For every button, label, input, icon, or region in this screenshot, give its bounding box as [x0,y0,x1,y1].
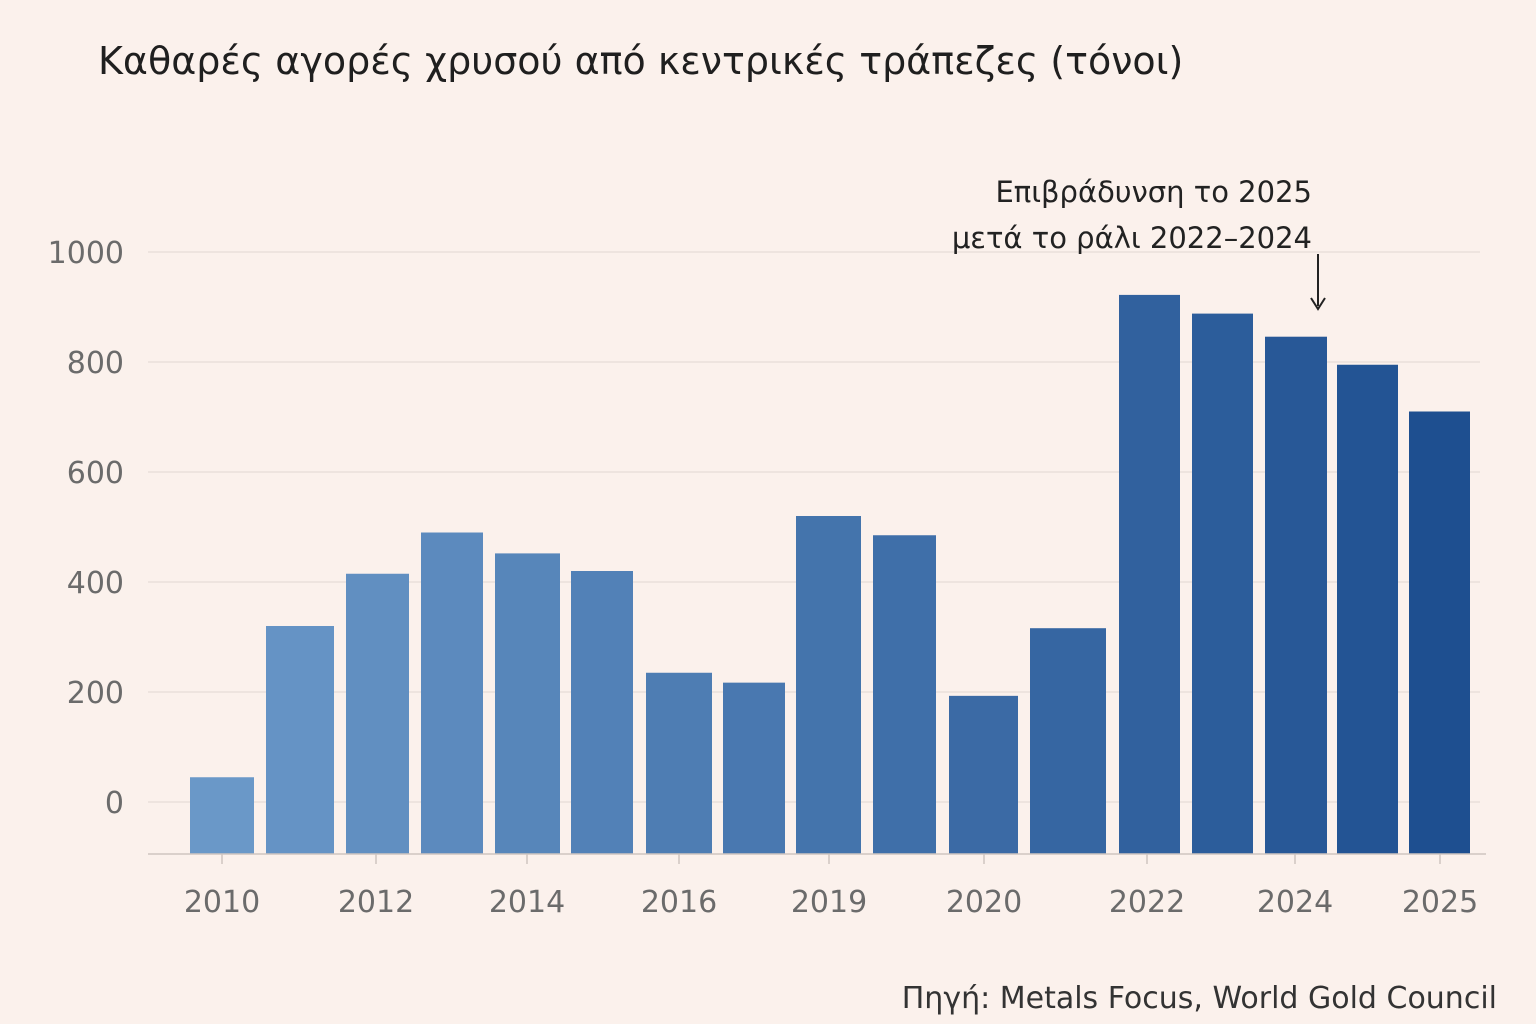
bar-10 [949,695,1018,854]
x-tick-label: 2025 [1402,885,1478,920]
bar-16 [1409,411,1470,854]
x-axis-ticks: 2010 2012 2014 2016 2019 2020 2022 2024 2025 [184,854,1478,920]
annotation-line-1: Επιβράδυνση το 2025 [995,175,1312,209]
x-tick-label: 2024 [1257,885,1333,920]
bar-4 [495,553,560,854]
bar-11 [1030,628,1106,854]
bar-14 [1265,336,1327,854]
y-tick-label: 200 [67,676,124,711]
annotation-line-2: μετά το ράλι 2022–2024 [952,221,1312,255]
source-note: Πηγή: Metals Focus, World Gold Council [902,981,1497,1016]
x-tick-label: 2010 [184,885,260,920]
bar-12 [1119,294,1180,854]
chart-title: Καθαρές αγορές χρυσού από κεντρικές τράπ… [98,39,1183,83]
bar-8 [796,516,861,854]
bar-0 [190,777,254,854]
annotation-arrow-head [1310,297,1326,311]
bar-9 [873,535,936,854]
y-axis-ticks: 0 200 400 600 800 1000 [48,236,124,821]
y-tick-label: 600 [67,456,124,491]
x-tick-label: 2016 [641,885,717,920]
y-tick-label: 800 [67,346,124,381]
bar-5 [571,571,633,854]
bars [190,294,1470,855]
bar-6 [646,672,712,854]
bar-3 [421,532,483,854]
y-tick-label: 1000 [48,236,124,271]
bar-15 [1337,364,1398,854]
x-tick-label: 2020 [946,885,1022,920]
x-tick-label: 2019 [791,885,867,920]
bar-2 [346,573,409,854]
x-tick-label: 2014 [489,885,565,920]
x-tick-label: 2022 [1109,885,1185,920]
y-tick-label: 400 [67,566,124,601]
bar-7 [723,682,785,854]
y-tick-label: 0 [105,786,124,821]
bar-1 [266,626,334,854]
bar-13 [1192,313,1253,855]
x-tick-label: 2012 [338,885,414,920]
annotation: Επιβράδυνση το 2025 μετά το ράλι 2022–20… [952,175,1326,311]
